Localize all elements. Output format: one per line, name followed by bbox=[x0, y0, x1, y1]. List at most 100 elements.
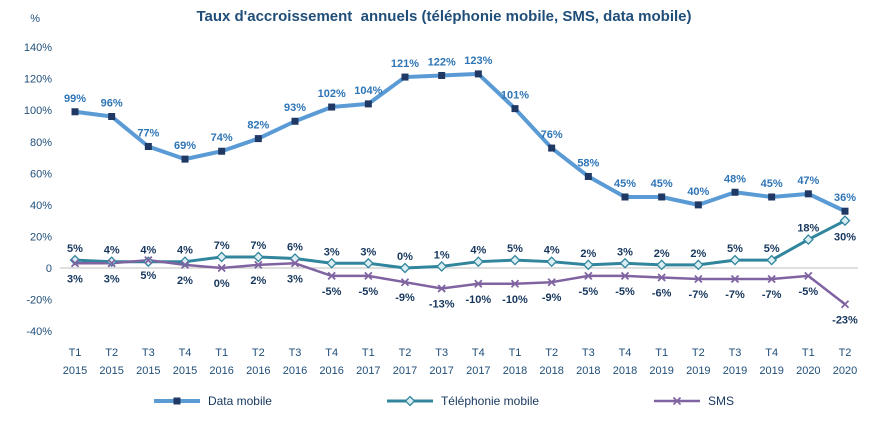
diamond-marker-icon bbox=[766, 254, 778, 266]
x-axis-label-quarter: T1 bbox=[655, 347, 668, 359]
chart-title: Taux d'accroissement annuels (téléphonie… bbox=[196, 8, 692, 25]
x-axis-label-quarter: T4 bbox=[472, 347, 485, 359]
square-marker-icon bbox=[621, 193, 629, 201]
square-marker-icon bbox=[584, 172, 592, 180]
data-label-sms: 0% bbox=[214, 278, 230, 290]
data-label-data-mobile: 121% bbox=[391, 58, 419, 70]
square-marker-icon bbox=[804, 190, 812, 198]
x-axis-label-year: 2017 bbox=[356, 365, 380, 377]
data-label-telephonie-mobile: 4% bbox=[177, 245, 193, 257]
legend-label-data-mobile: Data mobile bbox=[207, 394, 272, 408]
data-label-data-mobile: 45% bbox=[761, 178, 783, 190]
x-axis-label-quarter: T3 bbox=[435, 347, 448, 359]
y-axis-tick-label: -40% bbox=[26, 326, 52, 338]
data-label-telephonie-mobile: 4% bbox=[104, 245, 120, 257]
square-marker-icon bbox=[768, 193, 776, 201]
data-label-data-mobile: 48% bbox=[724, 173, 746, 185]
diamond-marker-icon bbox=[252, 251, 264, 263]
x-axis-label-year: 2017 bbox=[393, 365, 417, 377]
data-label-telephonie-mobile: 30% bbox=[834, 232, 856, 244]
data-label-sms: -9% bbox=[542, 292, 562, 304]
data-label-telephonie-mobile: 5% bbox=[764, 243, 780, 255]
x-axis-label-year: 2017 bbox=[429, 365, 453, 377]
square-marker-icon bbox=[511, 105, 519, 113]
x-axis-label-year: 2016 bbox=[246, 365, 270, 377]
y-axis-tick-label: 40% bbox=[30, 200, 52, 212]
diamond-marker-icon bbox=[692, 259, 704, 271]
data-label-telephonie-mobile: 5% bbox=[507, 243, 523, 255]
data-label-sms: 2% bbox=[250, 275, 266, 287]
x-marker-icon bbox=[840, 300, 850, 309]
data-label-data-mobile: 102% bbox=[318, 88, 346, 100]
data-label-data-mobile: 76% bbox=[541, 129, 563, 141]
x-marker-icon bbox=[584, 271, 593, 281]
x-axis-label-year: 2018 bbox=[613, 365, 637, 377]
x-marker-icon bbox=[767, 274, 776, 284]
x-marker-icon bbox=[804, 271, 813, 281]
x-axis-label-year: 2018 bbox=[503, 365, 527, 377]
data-label-telephonie-mobile: 5% bbox=[727, 243, 743, 255]
data-label-telephonie-mobile: 2% bbox=[654, 248, 670, 260]
legend-label-telephonie-mobile: Téléphonie mobile bbox=[440, 394, 540, 408]
x-axis-label-quarter: T4 bbox=[619, 347, 632, 359]
series-line-sms bbox=[73, 258, 847, 306]
data-label-data-mobile: 69% bbox=[174, 140, 196, 152]
diamond-marker-icon bbox=[399, 262, 411, 274]
square-marker-icon bbox=[328, 103, 336, 111]
square-marker-icon bbox=[438, 71, 446, 79]
x-axis-label-quarter: T2 bbox=[252, 347, 265, 359]
square-marker-icon bbox=[658, 193, 666, 201]
x-axis-label-year: 2020 bbox=[796, 365, 820, 377]
y-axis-tick-label: 20% bbox=[30, 231, 52, 243]
data-label-telephonie-mobile: 3% bbox=[360, 246, 376, 258]
x-marker-icon bbox=[144, 255, 153, 265]
y-axis-tick-label: 100% bbox=[24, 105, 52, 117]
data-label-sms: -5% bbox=[359, 286, 379, 298]
square-marker-icon bbox=[291, 117, 299, 125]
y-axis-tick-label: 80% bbox=[30, 137, 52, 149]
x-axis-label-quarter: T3 bbox=[289, 347, 302, 359]
data-label-telephonie-mobile: 1% bbox=[434, 249, 450, 261]
x-axis-label-year: 2019 bbox=[686, 365, 710, 377]
x-axis-label-year: 2015 bbox=[99, 365, 123, 377]
data-label-telephonie-mobile: 4% bbox=[470, 245, 486, 257]
x-axis-label-year: 2020 bbox=[833, 365, 857, 377]
data-label-sms: -10% bbox=[502, 294, 528, 306]
data-label-telephonie-mobile: 4% bbox=[544, 245, 560, 257]
series-line-data-mobile bbox=[73, 71, 847, 214]
y-axis-tick-label: 120% bbox=[24, 74, 52, 86]
square-marker-icon bbox=[181, 155, 189, 163]
data-label-data-mobile: 93% bbox=[284, 102, 306, 114]
square-marker-icon bbox=[401, 73, 409, 81]
data-label-sms: -13% bbox=[429, 299, 455, 311]
data-label-telephonie-mobile: 5% bbox=[67, 243, 83, 255]
x-marker-icon bbox=[620, 271, 630, 281]
x-marker-icon bbox=[217, 263, 226, 273]
x-axis-label-year: 2016 bbox=[319, 365, 343, 377]
diamond-marker-icon bbox=[289, 253, 301, 264]
data-label-data-mobile: 40% bbox=[687, 186, 709, 198]
x-axis-label-quarter: T4 bbox=[325, 347, 338, 359]
data-label-telephonie-mobile: 2% bbox=[580, 248, 596, 260]
square-marker-icon bbox=[218, 147, 226, 155]
diamond-marker-icon bbox=[362, 257, 374, 269]
data-label-telephonie-mobile: 4% bbox=[140, 245, 156, 257]
x-marker-icon bbox=[107, 259, 116, 268]
data-label-data-mobile: 77% bbox=[137, 127, 159, 139]
diamond-marker-icon bbox=[546, 256, 558, 268]
x-axis-label-quarter: T1 bbox=[215, 347, 228, 359]
x-axis-label-year: 2019 bbox=[759, 365, 783, 377]
x-axis-label-year: 2018 bbox=[576, 365, 600, 377]
square-marker-icon bbox=[474, 70, 482, 78]
x-axis-label-year: 2019 bbox=[649, 365, 673, 377]
diamond-marker-icon bbox=[326, 257, 338, 269]
diamond-marker-icon bbox=[436, 261, 448, 272]
x-axis-label-quarter: T1 bbox=[362, 347, 375, 359]
x-axis-label-year: 2018 bbox=[539, 365, 563, 377]
x-axis-label-quarter: T1 bbox=[802, 347, 815, 359]
x-marker-icon bbox=[180, 260, 190, 269]
x-marker-icon bbox=[70, 259, 80, 268]
x-axis-label-quarter: T3 bbox=[582, 347, 595, 359]
y-axis-tick-label: 140% bbox=[24, 42, 52, 54]
data-label-telephonie-mobile: 7% bbox=[214, 240, 230, 252]
